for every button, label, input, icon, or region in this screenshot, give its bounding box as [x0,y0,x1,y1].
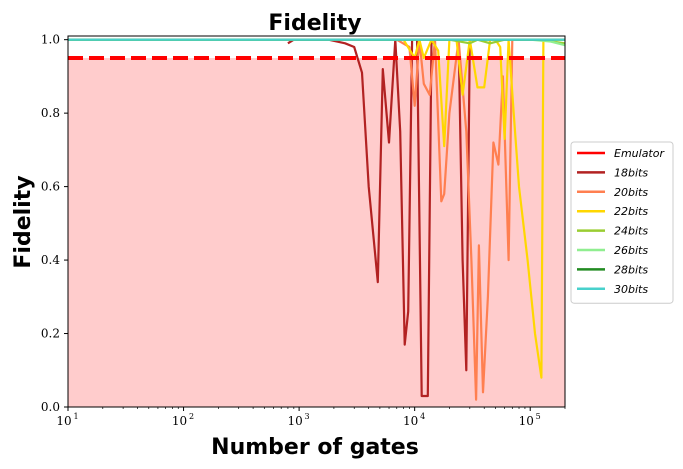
y-tick-label: 0.0 [41,400,60,414]
y-tick-label: 0.8 [41,106,60,120]
x-tick-exponent: 2 [189,412,194,421]
legend-label: 18bits [614,166,648,179]
chart-title: Fidelity [268,11,361,36]
legend-box [570,141,674,304]
x-tick-label: 10 [287,414,302,428]
legend-label: 22bits [614,205,648,218]
x-tick-label: 10 [172,414,187,428]
series-line-22bits [402,38,565,379]
x-tick-label: 10 [403,414,418,428]
x-tick-exponent: 3 [305,412,310,421]
y-axis-title: Fidelity [11,175,36,268]
x-axis-title: Number of gates [211,435,419,460]
y-tick-label: 1.0 [41,33,60,47]
y-tick-label: 0.2 [41,327,60,341]
legend-label: 30bits [614,283,648,296]
x-tick-exponent: 1 [73,412,78,421]
series-layer [68,38,565,401]
legend-label: 20bits [614,186,648,199]
y-tick-label: 0.6 [41,180,60,194]
y-axis: 0.0 0.2 0.4 0.6 0.8 1.0 [41,33,68,414]
legend-label: 28bits [614,263,648,276]
series-line-20bits [333,38,531,401]
legend: Emulator 18bits 20bits 22bits 24bits 26bits 28… [570,141,674,304]
legend-label: 26bits [614,244,648,257]
x-tick-label: 10 [56,414,71,428]
legend-label: Emulator [614,147,665,160]
plot-frame [67,35,566,408]
legend-label: 24bits [614,225,648,238]
x-axis: 10 1 10 2 10 3 10 4 10 5 [56,407,566,428]
x-tick-exponent: 4 [420,412,425,421]
y-tick-label: 0.4 [41,253,60,267]
x-tick-exponent: 5 [536,412,541,421]
x-tick-label: 10 [519,414,534,428]
